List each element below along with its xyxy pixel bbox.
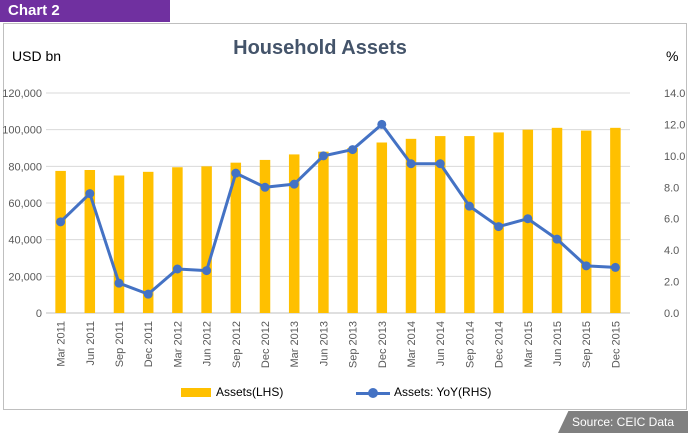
y2-tick-label: 6.0 [664, 214, 679, 226]
line-point [114, 278, 124, 288]
x-tick-label: Mar 2015 [523, 321, 535, 367]
x-tick-label: Mar 2013 [289, 321, 301, 367]
x-tick-label: Sep 2012 [231, 321, 243, 368]
bar [84, 170, 96, 313]
bar [230, 162, 242, 313]
x-tick-label: Dec 2012 [260, 321, 272, 368]
line-point [406, 159, 416, 169]
x-tick-label: Sep 2014 [464, 321, 476, 368]
x-tick-label: Mar 2011 [56, 321, 68, 367]
y-tick-label: 0 [36, 308, 42, 320]
y2-tick-label: 4.0 [664, 245, 679, 257]
bar [55, 170, 66, 313]
y2-tick-label: 8.0 [664, 182, 679, 194]
y-tick-label: 20,000 [8, 271, 42, 283]
line-point [348, 145, 358, 155]
y-tick-label: 40,000 [8, 235, 42, 247]
bar [318, 151, 329, 313]
bar [580, 130, 592, 313]
y2-tick-label: 12.0 [664, 119, 685, 131]
x-tick-label: Mar 2014 [406, 321, 418, 367]
legend-swatch-line [356, 387, 390, 399]
x-tick-label: Dec 2014 [494, 321, 506, 368]
line-point [143, 289, 153, 299]
bar [259, 159, 271, 313]
x-tick-label: Jun 2013 [318, 321, 330, 366]
right-axis-unit: % [666, 48, 679, 64]
y2-tick-label: 2.0 [664, 277, 679, 289]
line-point [56, 217, 66, 227]
bar [405, 138, 417, 313]
line-point [377, 119, 387, 129]
y2-tick-label: 10.0 [664, 151, 685, 163]
bar [172, 167, 183, 313]
x-tick-label: Mar 2012 [172, 321, 184, 367]
chart-title: Household Assets [233, 37, 407, 59]
legend-item-assets: Assets(LHS) [181, 385, 283, 399]
source-label: Source: CEIC Data [558, 411, 688, 433]
y2-tick-label: 14.0 [664, 88, 685, 100]
bar [201, 166, 212, 313]
line-point [260, 182, 270, 192]
legend-label-assets: Assets(LHS) [216, 385, 284, 399]
left-axis-unit: USD bn [12, 48, 62, 64]
bar [142, 171, 154, 313]
line-point [610, 262, 620, 272]
legend-label-yoy: Assets: YoY(RHS) [394, 385, 492, 399]
line-point [581, 261, 591, 271]
bar [464, 136, 475, 313]
bar [113, 175, 125, 313]
line-point [523, 214, 533, 224]
legend-item-yoy: Assets: YoY(RHS) [356, 385, 491, 399]
y-tick-label: 120,000 [2, 88, 42, 100]
series-line [59, 122, 616, 296]
x-tick-label: Dec 2013 [377, 321, 389, 368]
line-point [289, 179, 299, 189]
x-tick-label: Dec 2015 [610, 321, 622, 368]
y-tick-label: 80,000 [8, 161, 42, 173]
line-point [552, 234, 562, 244]
line-point [231, 168, 241, 178]
line-point [464, 201, 474, 211]
x-tick-label: Jun 2012 [202, 321, 214, 366]
line-point [202, 266, 212, 276]
line-point [494, 222, 504, 232]
x-tick-label: Sep 2011 [114, 321, 126, 367]
x-tick-label: Jun 2015 [552, 321, 564, 366]
x-tick-label: Dec 2011 [143, 321, 155, 367]
line-point [172, 264, 182, 274]
bar [434, 136, 446, 313]
bar [376, 142, 388, 313]
line-point [435, 159, 445, 169]
x-tick-label: Jun 2011 [85, 321, 97, 365]
legend-swatch-bar [181, 388, 211, 398]
x-tick-label: Jun 2014 [435, 321, 447, 366]
bar [288, 154, 300, 313]
x-tick-label: Sep 2013 [348, 321, 360, 368]
line-point [318, 151, 328, 161]
y-tick-label: 60,000 [8, 198, 42, 210]
bar [610, 127, 621, 313]
bar [347, 148, 358, 313]
y2-tick-label: 0.0 [664, 308, 679, 320]
x-tick-label: Sep 2015 [581, 321, 593, 368]
line-point [85, 189, 95, 199]
y-tick-label: 100,000 [2, 125, 42, 137]
bar [551, 127, 563, 313]
chart-number-tag: Chart 2 [0, 0, 170, 22]
